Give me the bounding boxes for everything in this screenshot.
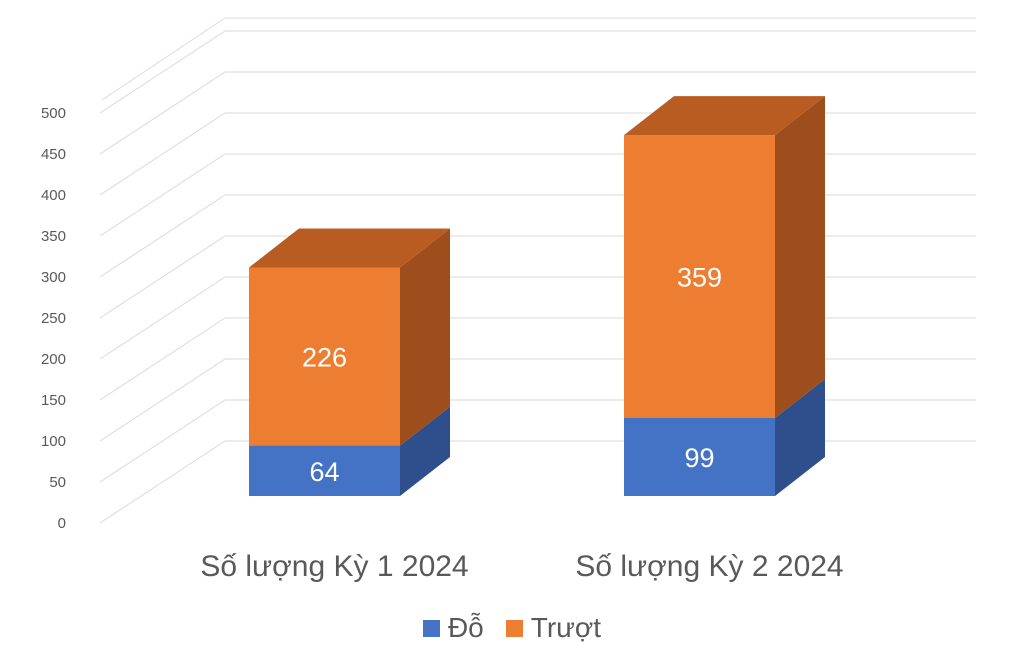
gridline-diagonal-2 (99, 358, 226, 442)
y-axis-ticks: 0 50 100 150 200 250 300 350 400 450 500 (41, 105, 66, 532)
data-label-0-1: 99 (684, 443, 714, 473)
legend-item-do: Đỗ (422, 612, 484, 644)
y-tick-label: 450 (41, 146, 66, 163)
y-tick-label: 300 (41, 269, 66, 286)
y-tick-label: 350 (41, 228, 66, 245)
bar-top-1-1 (624, 96, 825, 136)
y-tick-label: 500 (41, 105, 66, 122)
y-tick-label: 400 (41, 187, 66, 204)
y-tick-label: 100 (41, 433, 66, 450)
gridline-diagonal-10 (99, 30, 226, 114)
legend-label-do: Đỗ (447, 612, 484, 643)
legend-item-truot: Trượt (505, 612, 602, 644)
bar-0-1 (624, 417, 775, 496)
legend-swatch-truot (505, 619, 523, 637)
bar-1-1 (624, 135, 775, 418)
legend-swatch-do (422, 619, 440, 637)
x-category-label-1: Số lượng Kỳ 2 2024 (575, 550, 843, 583)
bar-side-1-0 (400, 228, 450, 446)
bar-0-0 (249, 445, 400, 496)
gridline-diagonal-4 (99, 276, 226, 360)
gridline-diagonal-top (101, 17, 226, 101)
y-tick-label: 150 (41, 392, 66, 409)
data-label-1-0: 226 (302, 343, 347, 373)
data-label-1-1: 359 (677, 263, 722, 293)
gridline-diagonal-0 (99, 440, 226, 524)
gridline-diagonal-8 (99, 112, 226, 196)
y-tick-label: 50 (49, 474, 66, 491)
bar-top-1-0 (249, 228, 450, 268)
gridlines (99, 17, 976, 524)
data-label-0-0: 64 (309, 457, 339, 487)
y-tick-label: 250 (41, 310, 66, 327)
gridline-diagonal-1 (99, 399, 226, 483)
bars: 64 226 99 359 (249, 96, 825, 496)
legend: Đỗ Trượt (0, 608, 1024, 648)
bar-side-1-1 (775, 96, 825, 418)
y-tick-label: 0 (58, 515, 66, 532)
legend-label-truot: Trượt (530, 612, 602, 643)
gridline-diagonal-5 (99, 235, 226, 319)
bar-side-0-1 (775, 378, 825, 496)
x-axis-labels: Số lượng Kỳ 1 2024 Số lượng Kỳ 2 2024 (200, 550, 843, 583)
bar-side-0-0 (400, 406, 450, 496)
gridline-diagonal-9 (99, 71, 226, 155)
gridline-diagonal-3 (99, 317, 226, 401)
y-tick-label: 200 (41, 351, 66, 368)
gridline-diagonal-7 (99, 153, 226, 237)
gridline-diagonal-6 (99, 194, 226, 278)
bar-1-0 (249, 267, 400, 446)
x-category-label-0: Số lượng Kỳ 1 2024 (200, 550, 468, 583)
